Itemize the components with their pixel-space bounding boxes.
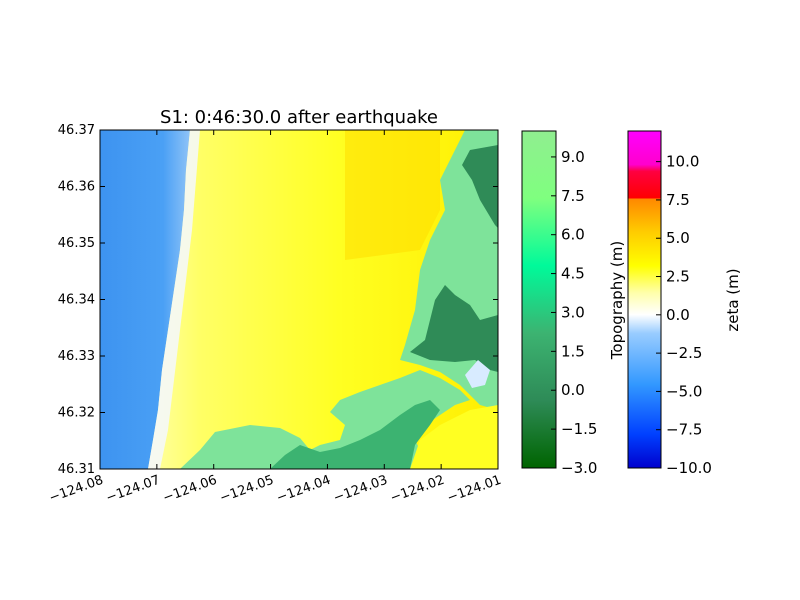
- colorbar-tick-label: −10.0: [666, 459, 712, 477]
- y-tick-label: 46.32: [58, 406, 95, 421]
- x-tick-label: −124.08: [47, 473, 105, 506]
- colorbar-tick-label: 4.5: [561, 265, 585, 283]
- zeta-colorbar-label: zeta (m): [724, 268, 742, 331]
- y-tick-label: 46.31: [58, 462, 95, 477]
- x-tick-label: −124.03: [332, 473, 390, 506]
- y-tick-label: 46.34: [58, 293, 95, 308]
- colorbar-tick-label: −1.5: [561, 420, 597, 438]
- zeta-colorbar-ticks: −10.0 −7.5 −5.0 −2.5 0.0 2.5 5.0 7.5 10.0: [656, 153, 712, 477]
- colorbar-tick-label: 9.0: [561, 148, 585, 166]
- y-axis: 46.31 46.32 46.33 46.34 46.35 46.36 46.37: [58, 123, 498, 477]
- map-plot: [100, 130, 498, 469]
- x-tick-label: −124.04: [275, 473, 333, 506]
- colorbar-tick-label: 6.0: [561, 226, 585, 244]
- x-tick-label: −124.06: [161, 473, 219, 506]
- colorbar-tick-label: 3.0: [561, 303, 585, 321]
- y-tick-label: 46.37: [58, 123, 95, 138]
- colorbar-tick-label: 7.5: [561, 187, 585, 205]
- colorbar-tick-label: 2.5: [666, 268, 690, 286]
- upper-right-inundation: [345, 130, 440, 260]
- land-high-mid: [410, 285, 498, 372]
- chart-title: S1: 0:46:30.0 after earthquake: [160, 107, 438, 128]
- colorbar-tick-label: −3.0: [561, 459, 597, 477]
- colorbar-tick-label: −5.0: [666, 382, 702, 400]
- colorbar-tick-label: 7.5: [666, 191, 690, 209]
- colorbar-tick-label: 1.5: [561, 342, 585, 360]
- topography-colorbar-gradient: [521, 130, 557, 469]
- surf-zone: [148, 130, 200, 469]
- colorbar-tick-label: −7.5: [666, 421, 702, 439]
- zeta-colorbar-gradient: [627, 130, 662, 469]
- x-tick-label: −124.01: [445, 473, 503, 506]
- water-pocket: [465, 360, 490, 388]
- colorbar-tick-label: 0.0: [561, 381, 585, 399]
- y-tick-label: 46.35: [58, 236, 95, 251]
- inundation-channel: [410, 405, 498, 469]
- colorbar-tick-label: 10.0: [666, 153, 699, 171]
- topography-colorbar-ticks: −3.0 −1.5 0.0 1.5 3.0 4.5 6.0 7.5 9.0: [551, 148, 597, 477]
- ocean-region: [100, 130, 190, 469]
- topography-colorbar-label: Topography (m): [608, 241, 626, 360]
- zeta-colorbar: −10.0 −7.5 −5.0 −2.5 0.0 2.5 5.0 7.5 10.0 zeta (…: [627, 130, 742, 477]
- colorbar-tick-label: −2.5: [666, 344, 702, 362]
- colorbar-tick-label: 5.0: [666, 229, 690, 247]
- x-tick-label: −124.02: [388, 473, 446, 506]
- x-tick-label: −124.07: [104, 473, 162, 506]
- y-tick-label: 46.33: [58, 349, 95, 364]
- y-tick-label: 46.36: [58, 180, 95, 195]
- x-tick-label: −124.05: [218, 473, 276, 506]
- topography-colorbar: −3.0 −1.5 0.0 1.5 3.0 4.5 6.0 7.5 9.0 Topography…: [521, 130, 626, 477]
- colorbar-tick-label: 0.0: [666, 306, 690, 324]
- land-high-upper: [462, 145, 498, 228]
- land-bottom-dark: [270, 400, 440, 469]
